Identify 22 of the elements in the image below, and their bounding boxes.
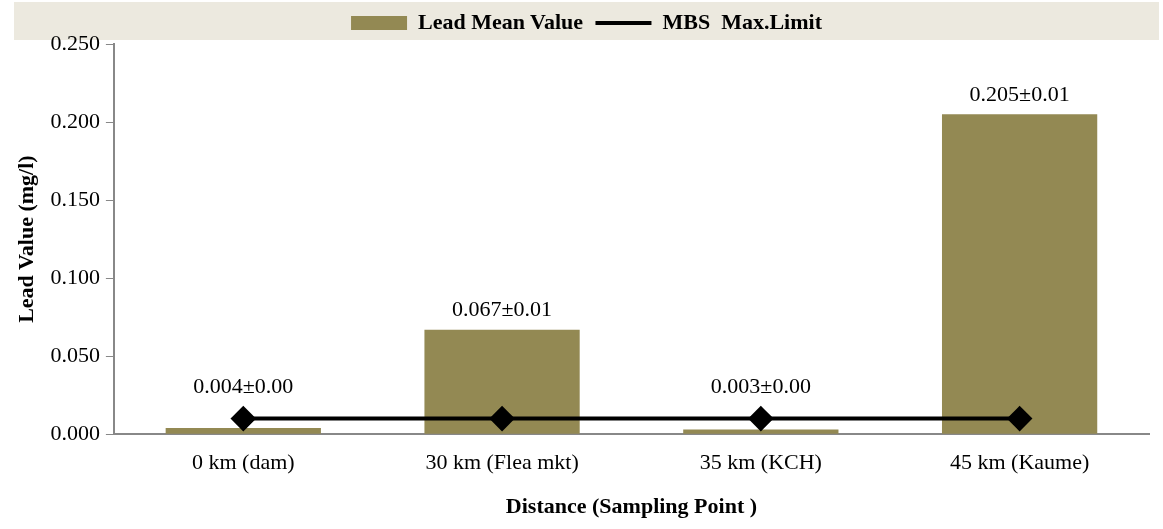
bar bbox=[424, 329, 580, 434]
data-label: 0.067±0.01 bbox=[452, 296, 553, 322]
y-tick-label: 0.050 bbox=[50, 341, 100, 367]
y-tick-label: 0.100 bbox=[50, 263, 100, 289]
x-tick-label: 30 km (Flea mkt) bbox=[425, 449, 579, 475]
bar bbox=[941, 114, 1098, 434]
legend-label: MBS Max.Limit bbox=[662, 8, 823, 34]
y-tick-label: 0.250 bbox=[50, 29, 100, 55]
x-axis-title: Distance (Sampling Point ) bbox=[505, 493, 758, 519]
bar bbox=[683, 429, 839, 434]
x-tick-label: 35 km (KCH) bbox=[699, 449, 822, 475]
y-tick-label: 0.000 bbox=[50, 419, 100, 445]
y-axis-title: Lead Value (mg/l) bbox=[12, 155, 38, 323]
x-tick-label: 45 km (Kaume) bbox=[949, 449, 1090, 475]
legend-label: Lead Mean Value bbox=[418, 8, 584, 34]
y-tick-label: 0.150 bbox=[50, 185, 100, 211]
x-tick-label: 0 km (dam) bbox=[191, 449, 295, 475]
data-label: 0.003±0.00 bbox=[710, 373, 811, 399]
data-label: 0.004±0.00 bbox=[193, 373, 294, 399]
y-tick-label: 0.200 bbox=[50, 107, 100, 133]
bar bbox=[165, 427, 321, 434]
data-label: 0.205±0.01 bbox=[969, 81, 1070, 107]
